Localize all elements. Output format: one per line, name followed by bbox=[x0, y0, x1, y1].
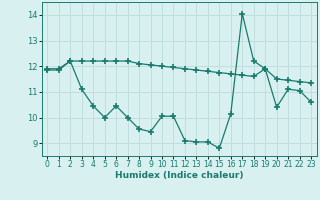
X-axis label: Humidex (Indice chaleur): Humidex (Indice chaleur) bbox=[115, 171, 244, 180]
